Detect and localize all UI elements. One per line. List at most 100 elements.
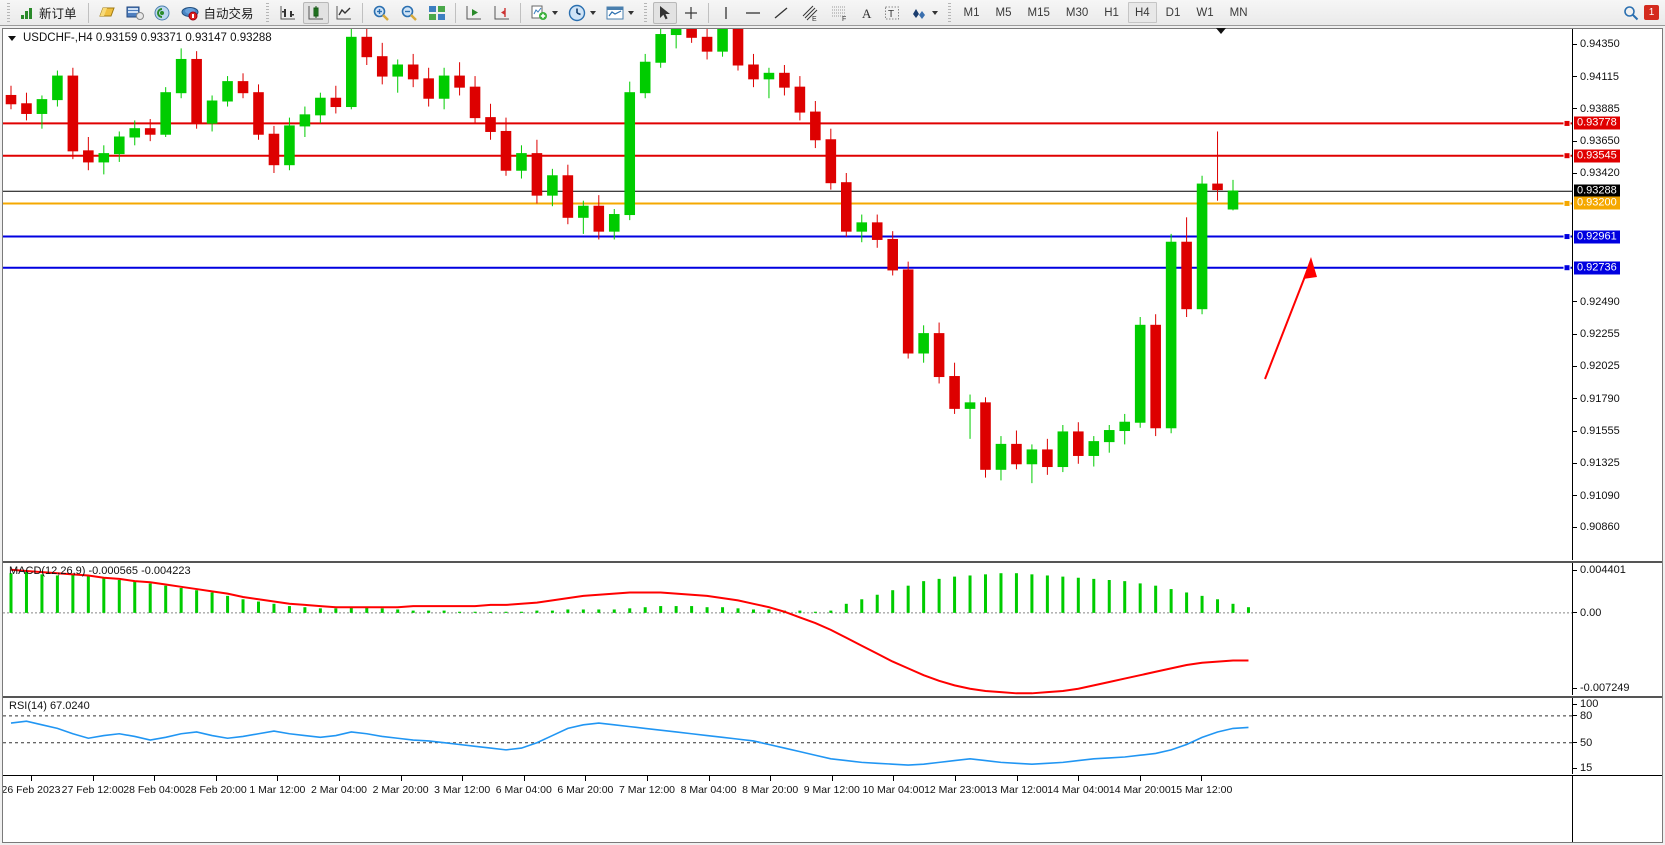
- price-line-label[interactable]: 0.93778: [1574, 116, 1620, 130]
- add-indicator-button[interactable]: [526, 2, 562, 24]
- price-tick: 0.91325: [1573, 457, 1620, 469]
- time-tick-label: 15 Mar 12:00: [1170, 784, 1233, 796]
- rsi-label: RSI(14) 67.0240: [9, 700, 90, 712]
- price-tick: 0.90860: [1573, 521, 1620, 533]
- timeframe-m30[interactable]: M30: [1065, 6, 1089, 19]
- zoom-out-button[interactable]: [396, 2, 422, 24]
- price-tick: 0.93420: [1573, 167, 1620, 179]
- fibonacci-tool-button[interactable]: F: [826, 2, 854, 24]
- price-line-label[interactable]: 0.92736: [1574, 261, 1620, 275]
- zoom-in-button[interactable]: [368, 2, 394, 24]
- timeframe-m1[interactable]: M1: [963, 6, 980, 19]
- price-pane[interactable]: USDCHF-,H4 0.93159 0.93371 0.93147 0.932…: [3, 29, 1662, 560]
- time-tick-label: 3 Mar 12:00: [434, 784, 491, 796]
- price-line-label[interactable]: 0.93545: [1574, 149, 1620, 163]
- timeframe-w1[interactable]: W1: [1196, 6, 1214, 19]
- main-toolbar: 新订单 自动交易: [0, 0, 1665, 26]
- horizontal-line-tool-button[interactable]: [740, 2, 766, 24]
- price-tick: 0.92025: [1573, 360, 1620, 372]
- time-tick-mark: [400, 776, 402, 781]
- timeframe-m15[interactable]: M15: [1027, 6, 1050, 19]
- svg-text:F: F: [842, 16, 846, 22]
- chevron-down-icon[interactable]: [627, 10, 634, 15]
- axis-corner: [1572, 776, 1662, 842]
- time-tick-label: 14 Mar 04:00: [1047, 784, 1110, 796]
- bar-chart-icon-button[interactable]: [275, 2, 301, 24]
- time-tick-label: 6 Mar 04:00: [495, 784, 552, 796]
- time-tick-label: 14 Mar 20:00: [1108, 784, 1171, 796]
- search-icon-button[interactable]: [1619, 2, 1643, 24]
- notification-badge[interactable]: 1: [1644, 5, 1659, 20]
- vertical-line-tool-button[interactable]: [714, 2, 738, 24]
- folder-icon-button[interactable]: [94, 2, 120, 24]
- price-line-label[interactable]: 0.93200: [1574, 196, 1620, 210]
- price-tick: 0.93650: [1573, 135, 1620, 147]
- data-window-icon-button[interactable]: [122, 2, 148, 24]
- timeframe-d1[interactable]: D1: [1165, 6, 1181, 19]
- text-tool-button[interactable]: A: [856, 2, 878, 24]
- period-separator-button[interactable]: [564, 2, 600, 24]
- cursor-tool-button[interactable]: [652, 1, 677, 24]
- price-tick: 0.94350: [1573, 38, 1620, 50]
- auto-trading-label: 自动交易: [203, 7, 254, 21]
- new-order-button[interactable]: 新订单: [16, 2, 83, 24]
- time-tick-label: 8 Mar 20:00: [742, 784, 799, 796]
- price-y-axis[interactable]: 0.94350 0.94115 0.93885 0.93650 0.93420 0.924…: [1572, 29, 1662, 560]
- timeframe-h1[interactable]: H1: [1104, 6, 1119, 19]
- time-tick-label: 12 Mar 23:00: [924, 784, 986, 796]
- time-tick-label: 7 Mar 12:00: [618, 784, 676, 796]
- rsi-pane[interactable]: RSI(14) 67.0240 100 80 50 15: [3, 696, 1662, 774]
- macd-tick: 0.004401: [1573, 564, 1626, 576]
- time-tick-mark: [462, 776, 464, 781]
- time-tick-mark: [92, 776, 94, 781]
- price-line-label[interactable]: 0.93288: [1574, 184, 1620, 198]
- chart-shift-marker[interactable]: [1216, 28, 1226, 34]
- rsi-tick: 15: [1573, 762, 1592, 774]
- line-chart-icon-button[interactable]: [331, 2, 357, 24]
- text-label-tool-button[interactable]: T: [880, 2, 904, 24]
- time-tick-mark: [585, 776, 587, 781]
- candlestick-chart-icon-button[interactable]: [302, 1, 329, 24]
- equidistant-channel-tool-button[interactable]: E: [796, 2, 824, 24]
- scroll-chart-end-button[interactable]: [461, 2, 487, 24]
- time-tick-mark: [1139, 776, 1141, 781]
- time-tick-mark: [893, 776, 895, 781]
- tile-windows-button[interactable]: [424, 2, 450, 24]
- expert-advisor-icon-button[interactable]: 自动交易: [177, 2, 260, 24]
- timeframe-h4[interactable]: H4: [1127, 2, 1157, 23]
- price-line-label[interactable]: 0.92961: [1574, 230, 1620, 244]
- time-tick-label: 8 Mar 04:00: [680, 784, 737, 796]
- macd-y-axis[interactable]: 0.004401 0.00 -0.007249: [1572, 563, 1662, 695]
- svg-text:T: T: [888, 9, 894, 20]
- macd-pane[interactable]: MACD(12,26,9) -0.000565 -0.004223 0.0044…: [3, 561, 1662, 695]
- macd-tick: 0.00: [1573, 607, 1601, 619]
- svg-text:A: A: [862, 6, 872, 21]
- templates-button[interactable]: [602, 2, 638, 24]
- chart-header-label: USDCHF-,H4 0.93159 0.93371 0.93147 0.932…: [23, 32, 272, 44]
- rsi-tick: 100: [1573, 698, 1598, 710]
- time-tick-mark: [523, 776, 525, 781]
- chevron-down-icon[interactable]: [551, 10, 558, 15]
- collapse-arrow-icon[interactable]: [8, 36, 16, 41]
- chevron-down-icon[interactable]: [589, 10, 596, 15]
- time-tick-mark: [770, 776, 772, 781]
- svg-text:E: E: [812, 16, 817, 22]
- crosshair-tool-button[interactable]: [679, 2, 703, 24]
- timeframe-mn[interactable]: MN: [1229, 6, 1248, 19]
- rsi-y-axis[interactable]: 100 80 50 15: [1572, 698, 1662, 774]
- time-tick-mark: [1201, 776, 1203, 781]
- macd-plot: [3, 568, 1572, 695]
- chart-shift-button[interactable]: [489, 2, 515, 24]
- shapes-tool-button[interactable]: [906, 2, 942, 24]
- toolbar-grip[interactable]: [5, 2, 12, 23]
- macd-tick: -0.007249: [1573, 682, 1630, 694]
- price-tick: 0.91555: [1573, 425, 1620, 437]
- time-tick-label: 27 Feb 12:00: [61, 784, 124, 796]
- price-tick: 0.92255: [1573, 328, 1620, 340]
- time-tick-label: 9 Mar 12:00: [803, 784, 860, 796]
- timeframe-m5[interactable]: M5: [995, 6, 1012, 19]
- chevron-down-icon[interactable]: [931, 10, 938, 15]
- time-axis[interactable]: 26 Feb 2023 27 Feb 12:00 28 Feb 04:00 28 Fe…: [3, 775, 1662, 842]
- trendline-tool-button[interactable]: [768, 2, 794, 24]
- signals-icon-button[interactable]: [150, 2, 175, 24]
